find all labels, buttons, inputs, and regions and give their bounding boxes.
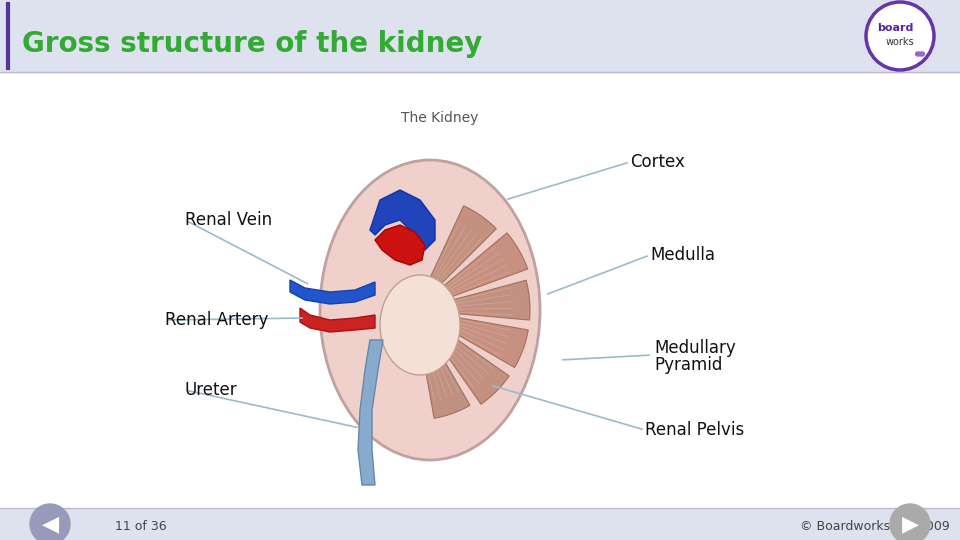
Polygon shape bbox=[415, 233, 528, 310]
Polygon shape bbox=[358, 340, 383, 485]
FancyBboxPatch shape bbox=[0, 508, 960, 540]
Text: Renal Vein: Renal Vein bbox=[185, 211, 272, 229]
Polygon shape bbox=[415, 206, 496, 310]
Polygon shape bbox=[375, 225, 425, 265]
Ellipse shape bbox=[320, 160, 540, 460]
Text: works: works bbox=[886, 37, 914, 47]
Circle shape bbox=[866, 2, 934, 70]
Polygon shape bbox=[415, 280, 530, 320]
FancyBboxPatch shape bbox=[0, 0, 960, 72]
Text: Cortex: Cortex bbox=[630, 153, 684, 171]
Text: ▶: ▶ bbox=[901, 514, 919, 534]
Text: Gross structure of the kidney: Gross structure of the kidney bbox=[22, 30, 482, 58]
Circle shape bbox=[30, 504, 70, 540]
Text: ◀: ◀ bbox=[41, 514, 59, 534]
Text: 11 of 36: 11 of 36 bbox=[115, 519, 167, 532]
Text: Pyramid: Pyramid bbox=[654, 356, 722, 374]
Text: © Boardworks Ltd 2009: © Boardworks Ltd 2009 bbox=[801, 519, 950, 532]
Circle shape bbox=[918, 52, 922, 56]
Ellipse shape bbox=[380, 275, 460, 375]
Text: The Kidney: The Kidney bbox=[401, 111, 479, 125]
Text: board: board bbox=[876, 23, 913, 33]
Circle shape bbox=[921, 52, 924, 56]
Polygon shape bbox=[415, 310, 470, 418]
FancyBboxPatch shape bbox=[0, 74, 960, 508]
Polygon shape bbox=[415, 310, 509, 404]
Text: Ureter: Ureter bbox=[185, 381, 238, 399]
Text: Medulla: Medulla bbox=[650, 246, 715, 264]
Polygon shape bbox=[415, 310, 528, 368]
Text: Renal Artery: Renal Artery bbox=[165, 311, 269, 329]
Text: Renal Pelvis: Renal Pelvis bbox=[645, 421, 744, 439]
Circle shape bbox=[916, 52, 920, 56]
Circle shape bbox=[890, 504, 930, 540]
Polygon shape bbox=[290, 280, 375, 304]
Polygon shape bbox=[300, 308, 375, 332]
Text: Medullary: Medullary bbox=[654, 339, 735, 357]
Polygon shape bbox=[370, 190, 435, 250]
